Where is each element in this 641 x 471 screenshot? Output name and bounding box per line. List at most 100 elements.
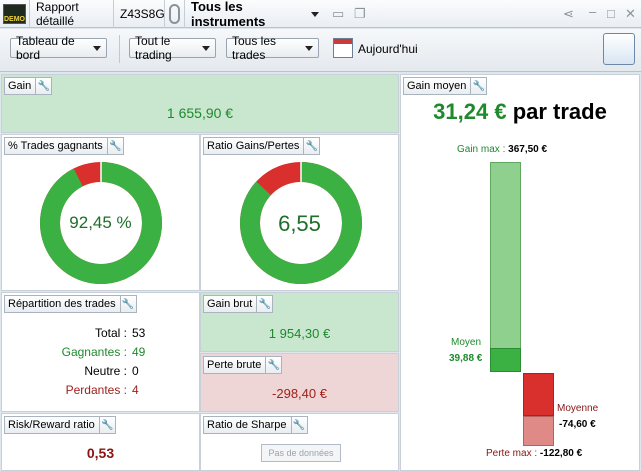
repartition-panel: Répartition des trades 🔧 Total : 53 Gagn… bbox=[1, 292, 200, 412]
stat-value: 53 bbox=[132, 326, 146, 340]
wrench-icon[interactable]: 🔧 bbox=[290, 417, 307, 433]
chevron-down-icon bbox=[305, 45, 313, 51]
risk-reward-panel: Risk/Reward ratio 🔧 0,53 bbox=[1, 413, 200, 471]
perte-brute-value: -298,40 € bbox=[272, 386, 327, 401]
sharpe-header: Ratio de Sharpe 🔧 bbox=[203, 416, 308, 434]
stat-value: 49 bbox=[132, 345, 146, 359]
demo-icon: DEMO bbox=[3, 4, 26, 24]
trading-dropdown[interactable]: Tout le trading bbox=[129, 34, 216, 62]
perte-max-value: -122,80 € bbox=[539, 448, 583, 459]
close-icon[interactable]: ✕ bbox=[625, 6, 636, 21]
gain-moyen-panel: Gain moyen 🔧 31,24 € par trade Gain max … bbox=[400, 74, 640, 471]
ratio-header: Ratio Gains/Pertes 🔧 bbox=[203, 137, 321, 155]
gain-max-label: Gain max : bbox=[457, 144, 506, 155]
wrench-icon[interactable]: 🔧 bbox=[256, 296, 272, 312]
calendar-icon[interactable] bbox=[333, 38, 353, 58]
wrench-icon[interactable]: 🔧 bbox=[470, 78, 486, 94]
chevron-down-icon bbox=[93, 45, 101, 51]
stat-label: Gagnantes : bbox=[61, 345, 127, 359]
instruments-dropdown[interactable]: Tous les instruments bbox=[185, 0, 325, 29]
moyen-label: Moyen bbox=[451, 337, 482, 348]
win-pct-panel: % Trades gagnants 🔧 92,45 % bbox=[1, 134, 200, 291]
perte-brute-label: Perte brute bbox=[207, 359, 262, 371]
avg-gain-suffix: par trade bbox=[512, 99, 607, 124]
period-label[interactable]: Aujourd'hui bbox=[358, 42, 418, 56]
title-bar: DEMO Rapport détaillé Z43S8G Tous les in… bbox=[0, 0, 641, 29]
stat-value: 0 bbox=[132, 364, 139, 378]
avg-gain-value: 31,24 € bbox=[433, 99, 507, 124]
perte-brute-header: Perte brute 🔧 bbox=[203, 356, 283, 374]
maximize-icon[interactable]: □ bbox=[607, 6, 615, 21]
avg-loss-bar bbox=[523, 373, 554, 416]
perte-max: Perte max : -122,80 € bbox=[486, 448, 582, 459]
dashboard-settings-icon[interactable] bbox=[603, 33, 635, 65]
trades-dropdown[interactable]: Tous les trades bbox=[226, 34, 319, 62]
gain-header: Gain 🔧 bbox=[4, 77, 53, 95]
chevron-down-icon bbox=[202, 45, 210, 51]
gain-max: Gain max : 367,50 € bbox=[457, 144, 547, 155]
no-data-button[interactable]: Pas de données bbox=[261, 444, 341, 462]
gain-label: Gain bbox=[8, 80, 32, 92]
wrench-icon[interactable]: 🔧 bbox=[35, 78, 51, 94]
wrench-icon[interactable]: 🔧 bbox=[303, 138, 319, 154]
avg-gain-headline: 31,24 € par trade bbox=[401, 99, 639, 125]
copy-icon[interactable]: ❐ bbox=[354, 6, 366, 21]
stat-gagnantes: Gagnantes : 49 bbox=[2, 345, 146, 359]
ratio-value: 6,55 bbox=[278, 211, 321, 236]
win-pct-label: % Trades gagnants bbox=[8, 140, 103, 152]
avg-gain-bar bbox=[490, 348, 521, 372]
gain-brut-value: 1 954,30 € bbox=[268, 326, 331, 341]
gain-max-value: 367,50 € bbox=[508, 144, 548, 155]
perte-max-label: Perte max : bbox=[486, 448, 538, 459]
repartition-label: Répartition des trades bbox=[8, 298, 116, 310]
wrench-icon[interactable]: 🔧 bbox=[119, 296, 136, 312]
ratio-label: Ratio Gains/Pertes bbox=[207, 140, 300, 152]
chevron-down-icon bbox=[311, 11, 319, 17]
gain-brut-header: Gain brut 🔧 bbox=[203, 295, 274, 313]
link-icon bbox=[169, 4, 180, 24]
ratio-panel: Ratio Gains/Pertes 🔧 6,55 bbox=[200, 134, 399, 291]
divider bbox=[119, 35, 120, 63]
risk-reward-label: Risk/Reward ratio bbox=[8, 419, 95, 431]
demo-label: DEMO bbox=[4, 16, 25, 23]
minimize-icon[interactable]: – bbox=[589, 4, 597, 19]
wrench-icon[interactable]: 🔧 bbox=[265, 357, 281, 373]
risk-reward-header: Risk/Reward ratio 🔧 bbox=[4, 416, 116, 434]
gain-moyen-header: Gain moyen 🔧 bbox=[403, 77, 488, 95]
sharpe-label: Ratio de Sharpe bbox=[207, 419, 287, 431]
gain-max-bar bbox=[490, 162, 521, 350]
dashboard-dropdown[interactable]: Tableau de bord bbox=[10, 34, 107, 62]
report-title: Rapport détaillé bbox=[30, 0, 114, 28]
stat-value: 4 bbox=[132, 383, 139, 397]
trades-label: Tous les trades bbox=[232, 34, 277, 62]
link-toggle[interactable] bbox=[165, 0, 185, 28]
gain-moyen-label: Gain moyen bbox=[407, 80, 467, 92]
gain-panel: Gain 🔧 1 655,90 € bbox=[1, 74, 399, 133]
gain-value: 1 655,90 € bbox=[166, 105, 234, 121]
win-pct-header: % Trades gagnants 🔧 bbox=[4, 137, 124, 155]
stat-label: Neutre : bbox=[84, 364, 127, 378]
share-icon[interactable]: ⋖ bbox=[563, 6, 574, 21]
wrench-icon[interactable]: 🔧 bbox=[106, 138, 123, 154]
trading-label: Tout le trading bbox=[135, 34, 172, 62]
stat-neutre: Neutre : 0 bbox=[2, 364, 139, 378]
sharpe-panel: Ratio de Sharpe 🔧 Pas de données bbox=[200, 413, 399, 471]
ratio-donut bbox=[240, 162, 362, 284]
stat-perdantes: Perdantes : 4 bbox=[2, 383, 139, 397]
win-pct-value: 92,45 % bbox=[69, 213, 132, 232]
chart-icon[interactable]: ▭ bbox=[332, 6, 345, 21]
loss-max-bar bbox=[523, 416, 554, 446]
instruments-label: Tous les instruments bbox=[191, 0, 266, 29]
moyenne-label: Moyenne bbox=[557, 403, 599, 414]
demo-badge: DEMO bbox=[0, 0, 30, 28]
moyenne-value: -74,60 € bbox=[559, 419, 596, 430]
toolbar: Tableau de bord Tout le trading Tous les… bbox=[0, 29, 641, 72]
stat-label: Total : bbox=[94, 326, 127, 340]
perte-brute-panel: Perte brute 🔧 -298,40 € bbox=[200, 353, 399, 412]
account-id[interactable]: Z43S8G bbox=[114, 0, 165, 28]
win-pct-donut bbox=[40, 162, 162, 284]
dashboard-label: Tableau de bord bbox=[16, 34, 75, 62]
stat-total: Total : 53 bbox=[2, 326, 145, 340]
stat-label: Perdantes : bbox=[65, 383, 127, 397]
wrench-icon[interactable]: 🔧 bbox=[98, 417, 115, 433]
